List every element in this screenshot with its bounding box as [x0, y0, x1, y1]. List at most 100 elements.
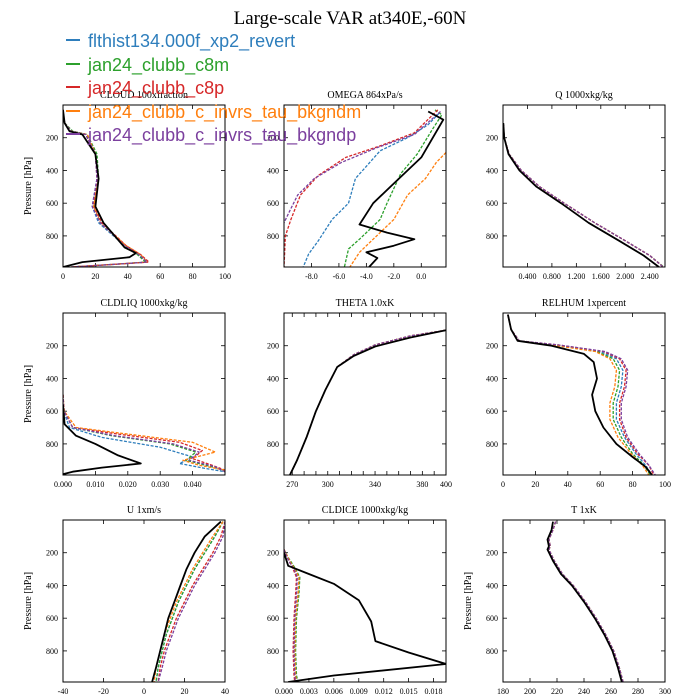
x-tick-label: 400 — [440, 480, 452, 489]
series-group — [507, 314, 656, 475]
panel-7: U 1xm/s Pressure [hPa] -40 -20 0 20 40 200 400 60… — [23, 505, 229, 696]
x-tick-label: 40 — [564, 480, 572, 489]
plot-frame — [283, 312, 447, 476]
series-line-4 — [507, 314, 650, 475]
x-tick-label: -4.0 — [360, 272, 373, 281]
y-tick-label: 600 — [267, 407, 279, 416]
series-line-5 — [503, 122, 664, 267]
legend-item: jan24_clubb_c_invrs_tau_bkgndp — [66, 124, 361, 148]
x-tick-label: 0.0 — [416, 272, 426, 281]
plot-frame — [502, 312, 666, 476]
series-line-6 — [507, 314, 653, 475]
y-tick-label: 800 — [267, 647, 279, 656]
series-line-6 — [289, 329, 446, 475]
x-tick-label: -6.0 — [333, 272, 346, 281]
y-tick-label: 800 — [486, 440, 498, 449]
x-tick-label: 20 — [181, 687, 189, 696]
series-line-2 — [548, 521, 624, 682]
series-group — [284, 109, 446, 267]
x-tick-label: 0.012 — [375, 687, 393, 696]
y-tick-label: 400 — [46, 374, 58, 383]
series-line-6 — [358, 110, 445, 267]
x-tick-label: 20 — [91, 272, 99, 281]
x-tick-label: 0.006 — [325, 687, 343, 696]
x-tick-label: 0.020 — [119, 480, 137, 489]
y-tick-label: 600 — [486, 407, 498, 416]
panel-3: Q 1000xkg/kg 0.400 0.800 1.200 1.600 2.000 2.4… — [486, 90, 666, 281]
series-line-2 — [289, 329, 446, 475]
x-tick-label: -40 — [58, 687, 69, 696]
x-tick-label: 380 — [416, 480, 428, 489]
series-line-1 — [507, 314, 653, 475]
x-tick-label: 0.400 — [518, 272, 536, 281]
y-tick-label: 200 — [267, 549, 279, 558]
plot-frame — [62, 312, 226, 476]
x-tick-label: -2.0 — [387, 272, 400, 281]
series-group — [546, 521, 624, 682]
x-tick-label: 340 — [369, 480, 381, 489]
panel-title: THETA 1.0xK — [336, 298, 395, 309]
x-tick-label: 80 — [629, 480, 637, 489]
series-line-3 — [548, 521, 624, 682]
series-line-6 — [503, 122, 660, 267]
plot-frame — [502, 519, 666, 683]
y-tick-label: 800 — [267, 440, 279, 449]
y-tick-label: 600 — [267, 614, 279, 623]
x-tick-label: 0.000 — [54, 480, 72, 489]
panel-title: T 1xK — [571, 505, 597, 516]
y-tick-label: 800 — [486, 647, 498, 656]
series-group — [289, 329, 446, 475]
series-line-5 — [284, 111, 441, 224]
panel-8: CLDICE 1000xkg/kg 0.000 0.003 0.006 0.009 0.0… — [267, 505, 447, 696]
y-tick-label: 400 — [486, 166, 498, 175]
y-tick-label: 200 — [46, 342, 58, 351]
panel-9: T 1xK Pressure [hPa] 180 200 220 240 260 280 300… — [463, 505, 671, 696]
y-tick-label: 800 — [46, 647, 58, 656]
y-tick-label: 600 — [46, 614, 58, 623]
series-line-2 — [155, 521, 224, 682]
x-tick-label: 100 — [219, 272, 231, 281]
series-line-4 — [503, 122, 664, 267]
y-tick-label: 400 — [267, 166, 279, 175]
x-tick-label: -20 — [98, 687, 109, 696]
x-tick-label: 0 — [501, 480, 505, 489]
x-tick-label: 2.000 — [616, 272, 634, 281]
series-line-6 — [546, 521, 623, 682]
y-axis-label: Pressure [hPa] — [23, 572, 34, 630]
panel-title: CLDICE 1000xkg/kg — [322, 505, 408, 516]
x-tick-label: 0.010 — [86, 480, 104, 489]
y-tick-label: 600 — [46, 407, 58, 416]
x-tick-label: 60 — [156, 272, 164, 281]
series-line-2 — [507, 314, 651, 475]
series-line-5 — [284, 549, 298, 682]
series-line-1 — [289, 329, 446, 475]
y-tick-label: 200 — [267, 342, 279, 351]
y-tick-label: 800 — [267, 232, 279, 241]
panel-title: U 1xm/s — [127, 505, 161, 516]
plot-frame — [283, 104, 447, 268]
series-line-1 — [503, 122, 664, 267]
panel-title: Q 1000xkg/kg — [555, 90, 613, 101]
x-tick-label: 0.003 — [300, 687, 318, 696]
y-tick-label: 400 — [486, 581, 498, 590]
x-tick-label: 0.000 — [275, 687, 293, 696]
legend-label: flthist134.000f_xp2_revert — [88, 31, 296, 51]
x-tick-label: 20 — [531, 480, 539, 489]
series-line-4 — [63, 394, 225, 471]
legend-label: jan24_clubb_c_invrs_tau_bkgndm — [88, 101, 362, 122]
legend-item: jan24_clubb_c_invrs_tau_bkgndm — [66, 101, 361, 125]
legend-label: jan24_clubb_c8m — [88, 54, 230, 75]
series-line-1 — [155, 521, 224, 682]
legend-item: jan24_clubb_c8m — [66, 54, 361, 78]
series-line-3 — [507, 314, 655, 475]
series-group — [151, 520, 225, 682]
x-tick-label: 0.018 — [425, 687, 443, 696]
legend: flthist134.000f_xp2_revert jan24_clubb_c8… — [66, 30, 361, 148]
series-line-2 — [503, 122, 665, 267]
x-tick-label: 220 — [551, 687, 563, 696]
series-line-1 — [548, 521, 624, 682]
y-tick-label: 400 — [46, 581, 58, 590]
x-tick-label: 1.200 — [567, 272, 585, 281]
